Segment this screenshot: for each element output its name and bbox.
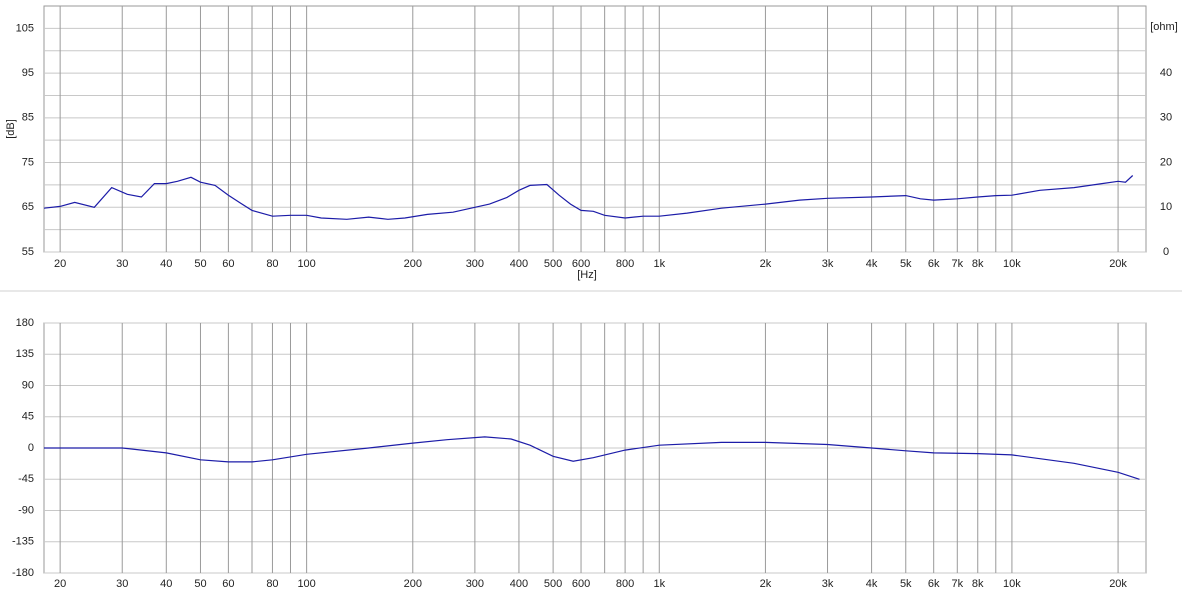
y-tick-label: 105 <box>16 22 34 34</box>
y-tick-label: 135 <box>16 348 34 360</box>
x-tick-label: 10k <box>1003 578 1021 590</box>
x-tick-label: 300 <box>466 578 484 590</box>
x-tick-label: 3k <box>822 578 834 590</box>
x-tick-label: 10k <box>1003 258 1021 270</box>
x-tick-label: 7k <box>951 258 963 270</box>
x-tick-label: 400 <box>510 578 528 590</box>
x-tick-label: 6k <box>928 258 940 270</box>
y2-axis-label: [ohm] <box>1150 21 1178 33</box>
y2-tick-label: 40 <box>1160 67 1172 79</box>
x-tick-label: 20 <box>54 578 66 590</box>
y-tick-label: 55 <box>22 246 34 258</box>
x-tick-label: 8k <box>972 258 984 270</box>
x-tick-label: 20k <box>1109 258 1127 270</box>
x-tick-label: 600 <box>572 258 590 270</box>
y-tick-label: -135 <box>12 536 34 548</box>
x-tick-label: 4k <box>866 258 878 270</box>
y-tick-label: 75 <box>22 156 34 168</box>
x-axis-label: [Hz] <box>577 269 597 281</box>
x-tick-label: 2k <box>760 258 772 270</box>
x-tick-label: 80 <box>266 578 278 590</box>
y-tick-label: 0 <box>28 442 34 454</box>
x-tick-label: 2k <box>760 578 772 590</box>
x-tick-label: 6k <box>928 578 940 590</box>
x-tick-label: 50 <box>194 258 206 270</box>
x-tick-label: 20k <box>1109 578 1127 590</box>
x-tick-label: 60 <box>222 578 234 590</box>
y-tick-label: 95 <box>22 67 34 79</box>
x-tick-label: 400 <box>510 258 528 270</box>
y-tick-label: 45 <box>22 411 34 423</box>
x-tick-label: 30 <box>116 258 128 270</box>
x-tick-label: 500 <box>544 578 562 590</box>
y-axis-label: [dB] <box>5 119 17 139</box>
y-tick-label: 90 <box>22 379 34 391</box>
x-tick-label: 500 <box>544 258 562 270</box>
x-tick-label: 600 <box>572 578 590 590</box>
y2-tick-label: 0 <box>1163 246 1169 258</box>
x-tick-label: 1k <box>653 258 665 270</box>
y-tick-label: 85 <box>22 112 34 124</box>
x-tick-label: 200 <box>404 578 422 590</box>
x-tick-label: 800 <box>616 258 634 270</box>
y2-tick-label: 10 <box>1160 201 1172 213</box>
y-tick-label: -90 <box>18 504 34 516</box>
x-tick-label: 1k <box>653 578 665 590</box>
x-tick-label: 3k <box>822 258 834 270</box>
y-tick-label: -180 <box>12 567 34 579</box>
x-tick-label: 100 <box>297 258 315 270</box>
x-tick-label: 50 <box>194 578 206 590</box>
x-tick-label: 4k <box>866 578 878 590</box>
y-tick-label: -45 <box>18 473 34 485</box>
y2-tick-label: 20 <box>1160 156 1172 168</box>
x-tick-label: 100 <box>297 578 315 590</box>
x-tick-label: 5k <box>900 578 912 590</box>
y-tick-label: 180 <box>16 317 34 329</box>
y-tick-label: 65 <box>22 201 34 213</box>
x-tick-label: 60 <box>222 258 234 270</box>
x-tick-label: 40 <box>160 578 172 590</box>
data-line <box>43 175 1134 220</box>
x-tick-label: 200 <box>404 258 422 270</box>
x-tick-label: 40 <box>160 258 172 270</box>
data-line <box>44 436 1140 480</box>
x-tick-label: 80 <box>266 258 278 270</box>
y2-tick-label: 30 <box>1160 112 1172 124</box>
x-tick-label: 20 <box>54 258 66 270</box>
x-tick-label: 800 <box>616 578 634 590</box>
x-tick-label: 7k <box>951 578 963 590</box>
x-tick-label: 30 <box>116 578 128 590</box>
x-tick-label: 8k <box>972 578 984 590</box>
x-tick-label: 300 <box>466 258 484 270</box>
x-tick-label: 5k <box>900 258 912 270</box>
